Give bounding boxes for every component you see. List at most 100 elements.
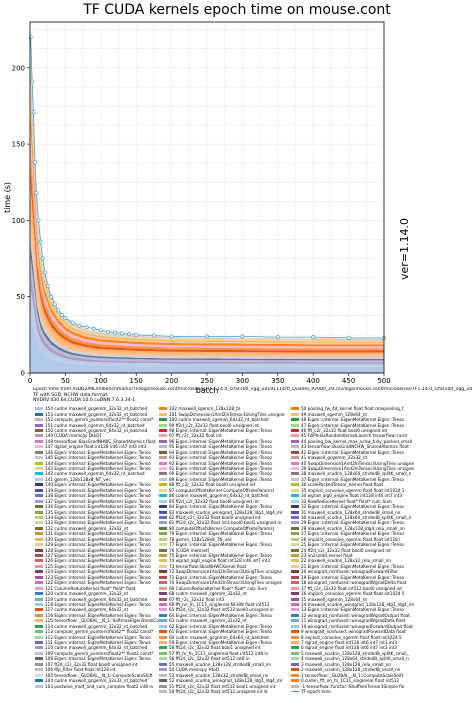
legend-label: 7 dgrad_engine float int128 int6 int7 in… <box>301 640 397 646</box>
legend-swatch <box>35 467 43 471</box>
legend-item: 109 compute_gemm_pointers(float2** float… <box>35 651 180 656</box>
legend-swatch <box>35 418 43 422</box>
legend-label: 17 fft_r2c_32x32 float int512 bool0 unsi… <box>301 585 402 591</box>
legend-item: 6 dgrad_engine float int128 int6 int7 in… <box>291 645 436 650</box>
legend-item: 134 Eigen::internal::EigenMetaKernel Eig… <box>35 515 180 520</box>
legend-label: 82 fft2d_c2r_32x32 float bool0 unsigned … <box>169 514 261 520</box>
legend-swatch <box>35 483 43 487</box>
legend-swatch <box>35 673 43 677</box>
legend-swatch <box>35 521 43 525</box>
legend-swatch <box>159 439 167 443</box>
epoch-time-point <box>40 256 45 261</box>
legend-item: 138 Eigen::internal::EigenMetaKernel Eig… <box>35 493 180 498</box>
epoch-time-point <box>240 334 245 339</box>
epoch-time-point <box>42 270 47 275</box>
legend-label: 39 SwapDimension1And2InTensor3UsingTiles… <box>301 466 414 472</box>
legend-label: TF epoch time <box>301 688 331 694</box>
legend-label: 111 Eigen::internal::EigenMetaKernel Eig… <box>45 640 151 646</box>
legend-label: 64 Eigen::internal::EigenMetaKernel Eige… <box>169 612 272 618</box>
legend-swatch <box>35 554 43 558</box>
legend-item: 140 Eigen::internal::EigenMetaKernel Eig… <box>35 482 180 487</box>
legend-swatch <box>159 456 167 460</box>
x-tick-label: 250 <box>200 377 213 385</box>
legend-item: 133 Eigen::internal::EigenMetaKernel Eig… <box>35 520 180 525</box>
legend-item: 79 Eigen::internal::EigenMetaKernel Eige… <box>159 531 304 536</box>
legend-label: 102 maxwell_sgemm_128x128_tn <box>169 406 241 412</box>
legend-label: 151 cudnn maxwell_cgemm_64x32_nt_batched <box>45 422 145 428</box>
legend-label: 138 Eigen::internal::EigenMetaKernel Eig… <box>45 493 151 499</box>
legend-label: 3 maxwell_scudnn_128x128_relu_small_nn <box>301 661 391 667</box>
legend-item: 35 implicit_convolve_sgemm float float i… <box>291 488 436 493</box>
legend-swatch <box>291 668 299 672</box>
legend-item: 32 Eigen::internal::EigenMetaKernel Eige… <box>291 504 436 509</box>
legend-label: 146 Eigen::internal::EigenMetaKernel Eig… <box>45 449 151 455</box>
legend-item: 12 winograd_nonfused::winogradWgradOutpu… <box>291 613 436 618</box>
legend-item: 145 Eigen::internal::EigenMetaKernel Eig… <box>35 455 180 460</box>
legend-swatch <box>291 526 299 530</box>
legend-item: 74 wgrad_alg0_engine float int128 int6 i… <box>159 558 304 563</box>
y-tick-label: 0 <box>21 370 25 378</box>
legend-swatch <box>35 597 43 601</box>
legend-item: 11 winograd_nonfused::winogradWgradData … <box>291 618 436 623</box>
legend-label: 66 fft_nn_fn_1C11_singlereal NCHW float … <box>169 601 270 607</box>
legend-swatch <box>291 657 299 661</box>
legend-item: 40 SwapDimension1And2InTensor3UsingTiles… <box>291 460 436 466</box>
epoch-time-point <box>205 334 209 339</box>
legend-swatch <box>291 423 299 427</box>
legend-label: 127 Eigen::internal::EigenMetaKernel Eig… <box>45 553 151 559</box>
legend-swatch <box>291 630 299 634</box>
legend-label: 76 [CUDA memset] <box>169 547 210 553</box>
legend-item: 139 Eigen::internal::EigenMetaKernel Eig… <box>35 488 180 493</box>
legend-item: 106 flip_filter float float int128 int <box>35 667 180 672</box>
legend-label: 89 Eigen::internal::EigenMetaKernel Eige… <box>169 476 272 482</box>
legend-label: 74 wgrad_alg0_engine float int128 int6 i… <box>169 558 271 564</box>
legend-swatch <box>159 575 167 579</box>
legend-label: 45 FillPhiloxRandomKernelLaunch tensorfl… <box>301 433 407 439</box>
epoch-time-point <box>105 329 110 334</box>
legend-swatch <box>291 499 299 503</box>
legend-swatch <box>291 679 299 683</box>
legend-label: 92 Eigen::internal::EigenMetaKernel Eige… <box>169 460 272 466</box>
legend-item: 113 compute_gemm_pointers(float2** float… <box>35 629 180 634</box>
epoch-time-point <box>36 218 41 223</box>
legend-swatch <box>35 651 43 655</box>
legend-label: 77 Eigen::internal::EigenMetaKernel Eige… <box>169 542 272 548</box>
legend-label: 79 Eigen::internal::EigenMetaKernel Eige… <box>169 531 272 537</box>
legend-item: 88 fft_c2r_32x32 float bool0 unsigned in… <box>159 482 304 487</box>
legend-item: 110 cudnn maxwell_gcgemm_64x32_nt_batche… <box>35 645 180 650</box>
plot-area: 0 50 100 150 200 250 300 350 400 450 500 0 50 100 150 2… <box>3 21 391 395</box>
legend-swatch <box>291 483 299 487</box>
legend-label: 136 Eigen::internal::EigenMetaKernel Eig… <box>45 504 151 510</box>
legend-item: 103 postwise_mult_and_sum_complex float2… <box>35 683 180 689</box>
legend-item: 122 Eigen::internal::EigenMetaKernel Eig… <box>35 580 180 585</box>
legend-item: 105 tensorflow::_GLOBAL__N_1::ComputeSca… <box>35 672 180 678</box>
legend-item: 23 im2col4d_kernel float <box>291 553 436 558</box>
x-tick-label: 400 <box>307 377 320 385</box>
legend-item: 98 Eigen::internal::EigenMetaKernel Eige… <box>159 428 304 433</box>
legend-item: 13 Eigen::internal::EigenMetaKernel Eige… <box>291 607 436 612</box>
legend-item: 116 Eigen::internal::EigenMetaKernel Eig… <box>35 613 180 618</box>
legend-item: 70 SwapDimension1And2InTensor3UsingTiles… <box>159 580 304 585</box>
legend-label: 44 pooling_bw_kernel_max_nchw_fully_pack… <box>301 438 412 444</box>
legend-swatch <box>35 428 43 432</box>
legend-swatch <box>159 412 167 416</box>
legend-item: 149 [CUDA memcpy DtoD] <box>35 433 180 438</box>
legend-label: 12 winograd_nonfused::winogradWgradOutpu… <box>301 612 410 618</box>
legend-label: 115 tensorflow::_GLOBAL__N_1::SoftmaxEig… <box>45 618 166 624</box>
legend-label: 78 gemm_128x128x8_TN_vec <box>169 536 232 542</box>
legend-swatch <box>159 651 167 655</box>
legend-label: 28 maxwell_scudnn_128x128_ldg4_relu_smal… <box>301 525 405 531</box>
x-tick-label: 0 <box>28 377 32 385</box>
legend-swatch <box>35 543 43 547</box>
legend-item: 96 Eigen::internal::EigenMetaKernel Eige… <box>159 439 304 444</box>
epoch-time-point <box>113 330 117 335</box>
legend-swatch <box>159 499 167 503</box>
legend-item: 19 Eigen::internal::EigenMetaKernel Eige… <box>291 575 436 580</box>
legend-label: 113 compute_gemm_pointers(float2** float… <box>45 629 154 635</box>
legend-label: 126 Eigen::internal::EigenMetaKernel Eig… <box>45 558 151 564</box>
legend-swatch <box>35 575 43 579</box>
legend-label: 83 maxwell_scudnn_winograd_128x128_ldg1_… <box>169 509 283 515</box>
y-tick-label: 50 <box>16 293 25 301</box>
legend-swatch <box>291 548 299 552</box>
legend-label: 2 maxwell_scudnn_128x128_stridedB_small_… <box>301 667 401 673</box>
